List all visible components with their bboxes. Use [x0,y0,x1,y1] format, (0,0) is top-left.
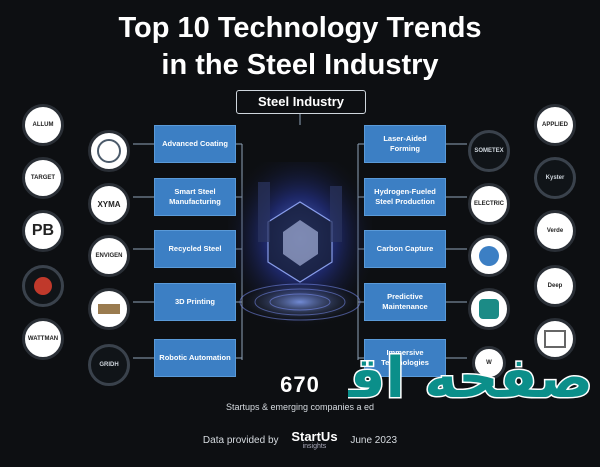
startup-logo [22,265,64,307]
footer-date: June 2023 [350,435,398,447]
startup-logo [88,288,130,330]
startup-count: 670 [280,372,320,397]
title-line-2: in the Steel Industry [161,49,439,81]
startup-logo: Kyster [534,157,576,199]
startup-logo [534,318,576,360]
startup-logo: ALLUM [22,104,64,146]
steel-core-illustration [228,162,372,332]
trend-smart-steel-manufacturing: Smart Steel Manufacturing [154,178,236,216]
trend-robotic-automation: Robotic Automation [154,339,236,377]
startup-logo [88,130,130,172]
startup-logo: TARGET [22,157,64,199]
startup-logo: ENVIGEN [88,235,130,277]
startup-logo [468,235,510,277]
startup-logo: Deep [534,265,576,307]
count-caption: Startups & emerging companies a ed [0,402,600,412]
title-line-1: Top 10 Technology Trends [118,12,482,44]
trend-advanced-coating: Advanced Coating [154,125,236,163]
watermark-logo: صفحه اقتصاد [348,345,595,413]
startup-logo: ELECTRIC [468,183,510,225]
startup-logo [468,288,510,330]
startup-logo: APPLIED [534,104,576,146]
footer: Data provided by StartUs insights June 2… [0,430,600,451]
brand-sub: insights [302,443,327,450]
trend-predictive-maintenance: Predictive Maintenance [364,283,446,321]
count-caption-end: ed [364,402,375,412]
count-caption-start: Startups & emerging companies a [225,402,362,412]
trend-immersive-technologies: Immersive Technologies [364,339,446,377]
brand-name: StartUs [291,429,338,444]
page-title: Top 10 Technology Trends in the Steel In… [0,10,600,84]
trend-laser-aided-forming: Laser-Aided Forming [364,125,446,163]
center-label: Steel Industry [236,90,366,114]
startup-logo: PB [22,210,64,252]
startup-logo: XYMA [88,183,130,225]
trend-hydrogen-fueled-steel: Hydrogen-Fueled Steel Production [364,178,446,216]
startus-insights-logo: StartUs insights [291,430,337,451]
startup-logo: GRIDH [88,344,130,386]
watermark-text: صفحه اقتصاد [348,346,593,411]
startup-logo: WATTMAN [22,318,64,360]
trend-3d-printing: 3D Printing [154,283,236,321]
startup-logo: SOMETEX [468,130,510,172]
trend-recycled-steel: Recycled Steel [154,230,236,268]
startup-logo: Verde [534,210,576,252]
trend-carbon-capture: Carbon Capture [364,230,446,268]
footer-data-provided: Data provided by [202,435,279,447]
startup-logo: W [472,346,506,380]
